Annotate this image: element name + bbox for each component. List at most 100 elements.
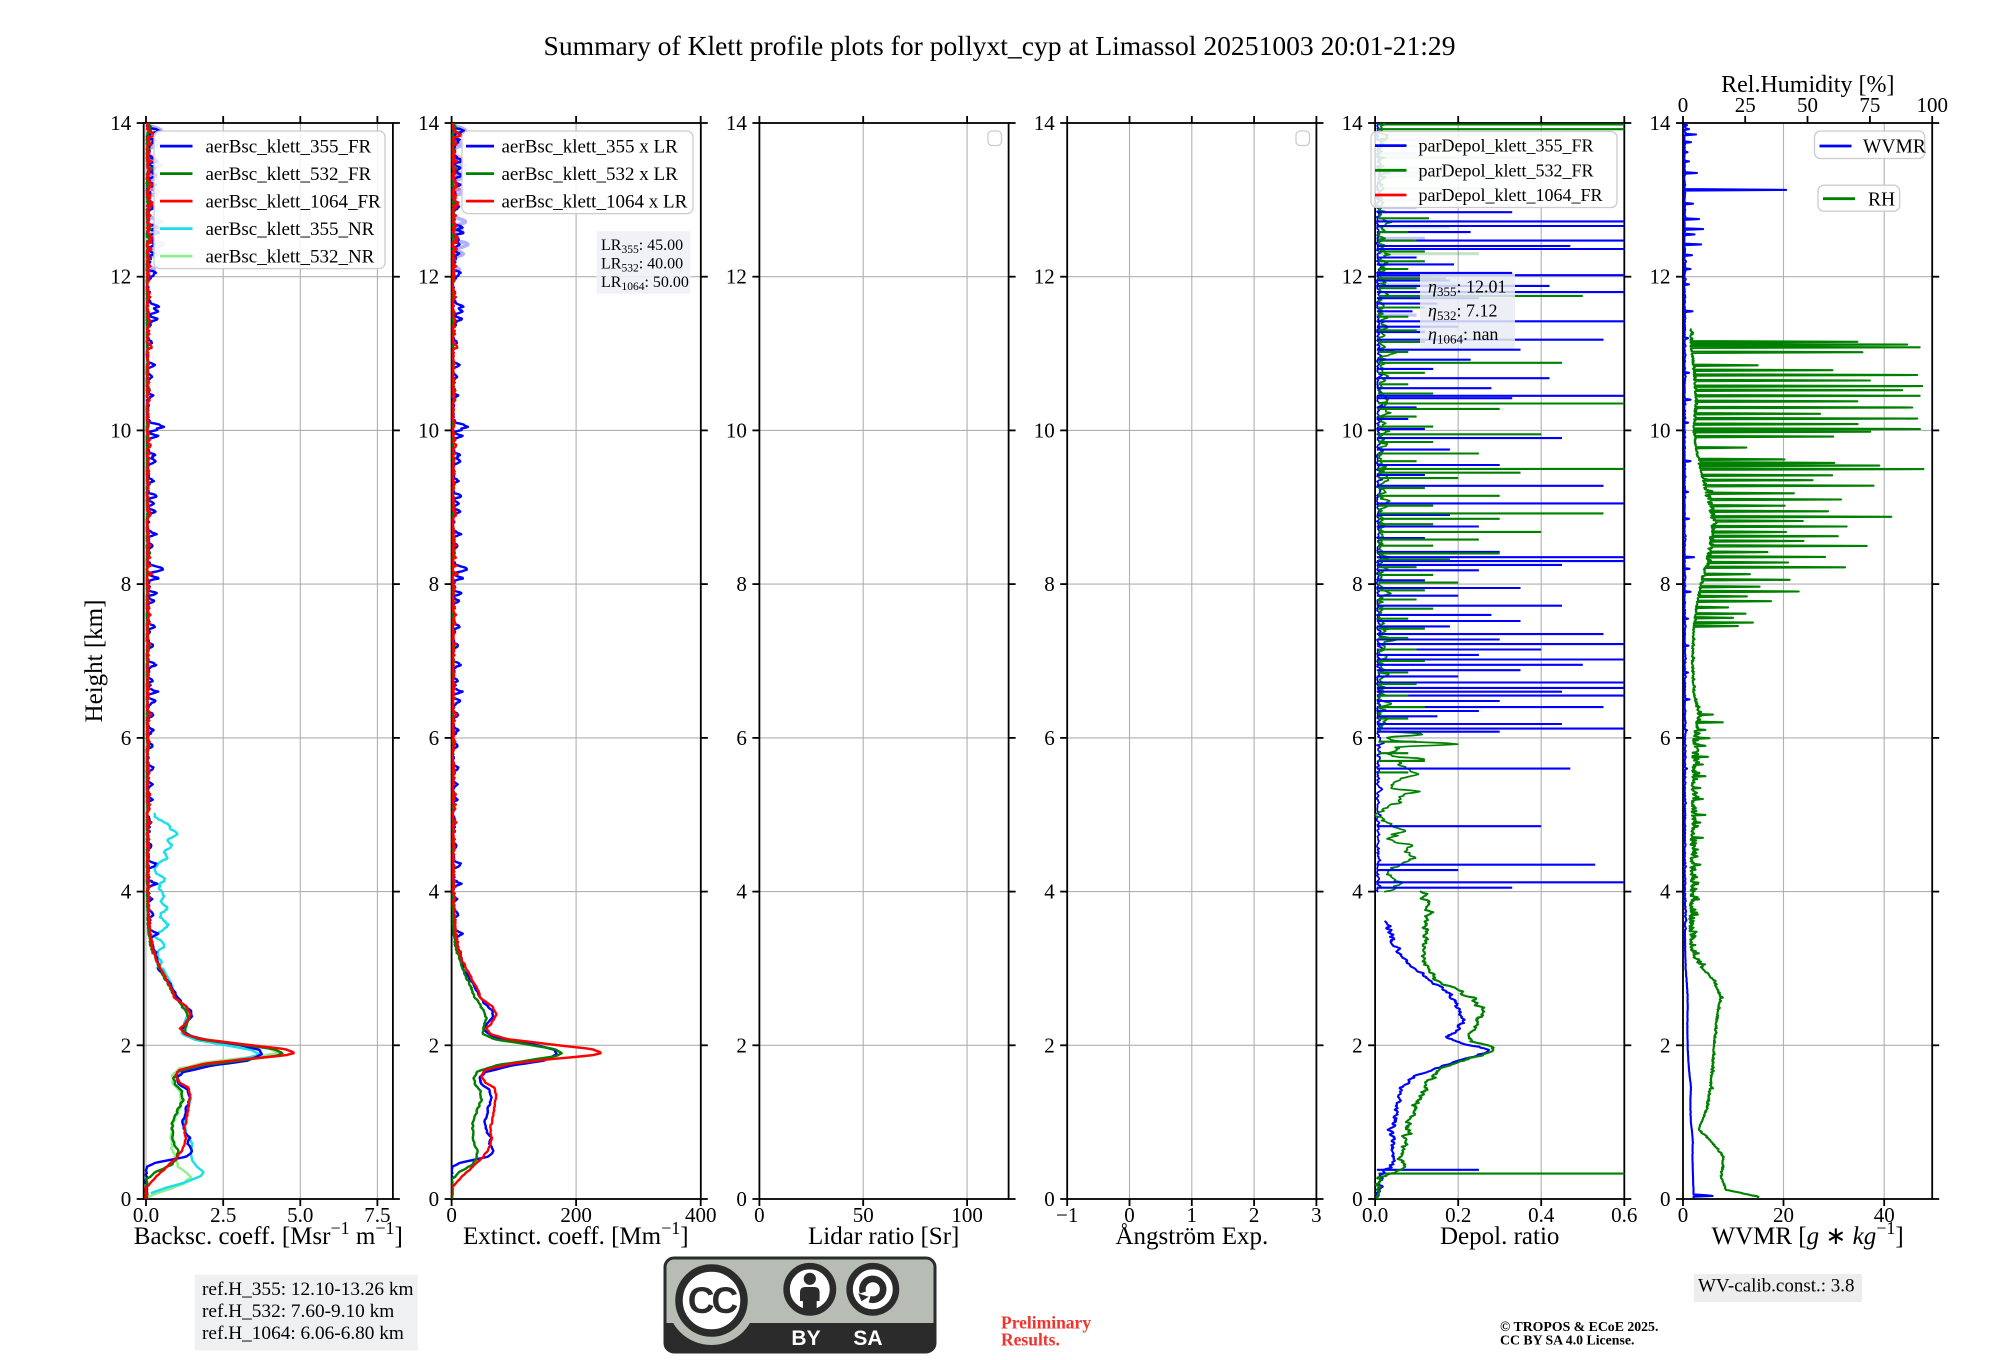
svg-text:25: 25: [1735, 93, 1756, 117]
svg-text:η355: 12.01: η355: 12.01: [1428, 276, 1506, 299]
svg-text:aerBsc_klett_1064 x LR: aerBsc_klett_1064 x LR: [502, 192, 688, 213]
svg-text:14: 14: [1034, 111, 1056, 135]
svg-text:12: 12: [110, 265, 131, 289]
svg-text:aerBsc_klett_355 x LR: aerBsc_klett_355 x LR: [502, 137, 679, 158]
svg-text:0: 0: [1352, 1187, 1363, 1211]
svg-text:parDepol_klett_1064_FR: parDepol_klett_1064_FR: [1419, 185, 1603, 205]
svg-text:η1064: nan: η1064: nan: [1428, 324, 1498, 347]
svg-text:2.5: 2.5: [210, 1203, 236, 1227]
svg-text:0.4: 0.4: [1528, 1203, 1555, 1227]
svg-text:14: 14: [726, 111, 748, 135]
svg-text:ref.H_532: 7.60-9.10 km: ref.H_532: 7.60-9.10 km: [202, 1301, 394, 1322]
svg-text:Rel.Humidity [%]: Rel.Humidity [%]: [1721, 72, 1894, 98]
svg-text:Ångström Exp.: Ångström Exp.: [1116, 1223, 1269, 1250]
svg-text:Lidar ratio [Sr]: Lidar ratio [Sr]: [808, 1223, 959, 1250]
svg-text:400: 400: [685, 1203, 717, 1227]
svg-text:4: 4: [1352, 880, 1363, 904]
svg-text:10: 10: [1650, 418, 1671, 442]
svg-text:−1: −1: [1056, 1203, 1078, 1227]
svg-text:100: 100: [951, 1203, 983, 1227]
svg-text:aerBsc_klett_355_NR: aerBsc_klett_355_NR: [206, 219, 375, 240]
svg-text:50: 50: [1797, 93, 1818, 117]
svg-text:50: 50: [853, 1203, 874, 1227]
svg-text:8: 8: [1044, 572, 1055, 596]
svg-text:WVMR: WVMR: [1863, 137, 1926, 158]
svg-text:5.0: 5.0: [287, 1203, 313, 1227]
svg-text:100: 100: [1916, 93, 1948, 117]
svg-text:Results.: Results.: [1001, 1330, 1060, 1350]
svg-text:Depol. ratio: Depol. ratio: [1440, 1223, 1559, 1250]
svg-text:2: 2: [1249, 1203, 1260, 1227]
svg-text:0: 0: [1660, 1187, 1671, 1211]
svg-text:0.2: 0.2: [1445, 1203, 1471, 1227]
svg-text:0: 0: [1044, 1187, 1055, 1211]
svg-text:0.0: 0.0: [133, 1203, 159, 1227]
svg-text:4: 4: [736, 880, 747, 904]
svg-text:0: 0: [736, 1187, 747, 1211]
svg-text:12: 12: [1342, 265, 1363, 289]
svg-text:0: 0: [446, 1203, 457, 1227]
svg-text:8: 8: [429, 572, 440, 596]
svg-text:2: 2: [429, 1033, 440, 1057]
svg-text:7.5: 7.5: [364, 1203, 390, 1227]
svg-text:2: 2: [1352, 1033, 1363, 1057]
svg-text:10: 10: [726, 418, 747, 442]
svg-text:14: 14: [418, 111, 440, 135]
svg-text:10: 10: [110, 418, 131, 442]
svg-text:1: 1: [1187, 1203, 1198, 1227]
svg-text:CC: CC: [688, 1280, 738, 1321]
svg-text:parDepol_klett_355_FR: parDepol_klett_355_FR: [1419, 136, 1594, 156]
svg-text:6: 6: [1044, 726, 1055, 750]
svg-text:6: 6: [429, 726, 440, 750]
svg-text:0.6: 0.6: [1611, 1203, 1637, 1227]
svg-text:40: 40: [1874, 1203, 1895, 1227]
svg-text:0: 0: [1678, 93, 1689, 117]
svg-text:Height [km]: Height [km]: [81, 600, 108, 723]
svg-text:ref.H_355: 12.10-13.26 km: ref.H_355: 12.10-13.26 km: [202, 1279, 414, 1300]
svg-text:2: 2: [121, 1033, 132, 1057]
svg-text:aerBsc_klett_532_FR: aerBsc_klett_532_FR: [206, 164, 372, 185]
svg-text:4: 4: [1044, 880, 1055, 904]
svg-text:© TROPOS & ECoE 2025.: © TROPOS & ECoE 2025.: [1500, 1319, 1658, 1334]
svg-text:4: 4: [1660, 880, 1671, 904]
svg-text:Preliminary: Preliminary: [1001, 1313, 1091, 1333]
svg-text:8: 8: [1660, 572, 1671, 596]
svg-text:8: 8: [1352, 572, 1363, 596]
svg-text:6: 6: [121, 726, 132, 750]
svg-text:4: 4: [121, 880, 132, 904]
svg-text:6: 6: [1660, 726, 1671, 750]
svg-text:LR355: 45.00: LR355: 45.00: [601, 237, 683, 256]
svg-text:Extinct. coeff. [Mm−1]: Extinct. coeff. [Mm−1]: [463, 1218, 689, 1250]
svg-text:20: 20: [1773, 1203, 1794, 1227]
svg-text:4: 4: [429, 880, 440, 904]
svg-text:8: 8: [736, 572, 747, 596]
svg-text:6: 6: [1352, 726, 1363, 750]
svg-text:12: 12: [418, 265, 439, 289]
svg-text:2: 2: [1044, 1033, 1055, 1057]
svg-text:ref.H_1064: 6.06-6.80 km: ref.H_1064: 6.06-6.80 km: [202, 1323, 404, 1344]
svg-text:2: 2: [736, 1033, 747, 1057]
svg-text:aerBsc_klett_532_NR: aerBsc_klett_532_NR: [206, 247, 375, 268]
svg-text:8: 8: [121, 572, 132, 596]
svg-text:12: 12: [726, 265, 747, 289]
svg-text:parDepol_klett_532_FR: parDepol_klett_532_FR: [1419, 160, 1594, 180]
svg-text:aerBsc_klett_1064_FR: aerBsc_klett_1064_FR: [206, 192, 382, 213]
svg-text:WV-calib.const.: 3.8: WV-calib.const.: 3.8: [1698, 1276, 1855, 1297]
svg-text:2: 2: [1660, 1033, 1671, 1057]
svg-text:η532: 7.12: η532: 7.12: [1428, 300, 1497, 323]
svg-text:CC BY SA 4.0 License.: CC BY SA 4.0 License.: [1500, 1333, 1634, 1348]
svg-text:0.0: 0.0: [1362, 1203, 1388, 1227]
svg-text:WVMR [g ∗ kg−1]: WVMR [g ∗ kg−1]: [1712, 1218, 1904, 1250]
svg-text:aerBsc_klett_532 x LR: aerBsc_klett_532 x LR: [502, 164, 679, 185]
svg-text:10: 10: [1034, 418, 1055, 442]
svg-text:0: 0: [754, 1203, 765, 1227]
svg-text:10: 10: [418, 418, 439, 442]
svg-text:14: 14: [110, 111, 132, 135]
svg-text:200: 200: [560, 1203, 592, 1227]
svg-text:aerBsc_klett_355_FR: aerBsc_klett_355_FR: [206, 137, 372, 158]
svg-text:0: 0: [1124, 1203, 1135, 1227]
svg-text:12: 12: [1034, 265, 1055, 289]
svg-text:14: 14: [1342, 111, 1364, 135]
svg-text:Summary of Klett profile plots: Summary of Klett profile plots for polly…: [543, 30, 1455, 61]
svg-text:BY: BY: [791, 1327, 820, 1350]
